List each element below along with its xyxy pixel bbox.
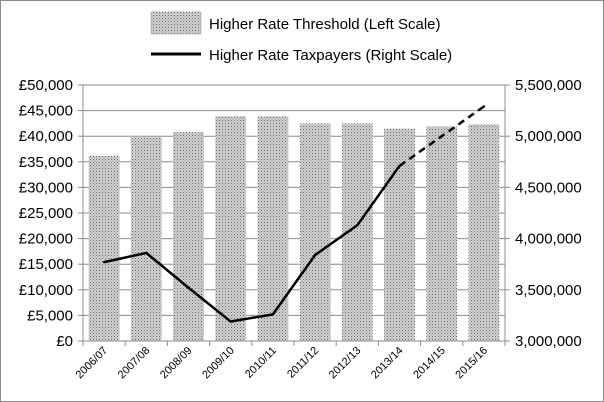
legend-swatch-bar [150, 11, 202, 35]
x-tick-label: 2015/16 [453, 345, 490, 382]
left-tick-label: £20,000 [19, 231, 73, 248]
legend: Higher Rate Threshold (Left Scale) Highe… [150, 11, 452, 64]
left-tick-label: £50,000 [19, 77, 73, 94]
threshold-bar [173, 132, 204, 341]
threshold-bar [426, 126, 458, 341]
right-tick-label: 5,000,000 [515, 128, 582, 145]
x-tick-label: 2007/08 [116, 345, 153, 382]
threshold-bar [215, 116, 247, 342]
right-tick-label: 5,500,000 [515, 77, 582, 94]
left-tick-label: £10,000 [19, 282, 73, 299]
threshold-bar [468, 124, 500, 341]
x-tick-label: 2012/13 [327, 345, 364, 382]
taxpayers-point [229, 320, 232, 323]
taxpayers-point [102, 260, 106, 264]
x-tick-label: 2009/10 [200, 345, 237, 382]
left-tick-label: £30,000 [19, 179, 73, 196]
right-tick-label: 3,500,000 [515, 282, 582, 299]
right-tick-label: 4,500,000 [515, 179, 582, 196]
right-tick-label: 4,000,000 [515, 231, 582, 248]
taxpayers-point [398, 164, 401, 168]
left-tick-label: £5,000 [27, 307, 73, 324]
taxpayers-point [271, 313, 275, 316]
threshold-bar [130, 137, 162, 341]
right-tick-label: 3,000,000 [515, 333, 582, 350]
x-tick-label: 2006/07 [74, 345, 111, 382]
x-tick-label: 2008/09 [158, 345, 195, 382]
left-axis-ticks: £0 £5,000 £10,000 £15,000 £20,000 £25,000 £30,… [19, 77, 83, 350]
left-tick-label: £40,000 [19, 128, 73, 145]
x-tick-label: 2011/12 [285, 345, 321, 381]
threshold-bar [299, 123, 331, 342]
legend-item-taxpayers: Higher Rate Taxpayers (Right Scale) [151, 47, 452, 64]
taxpayers-line-solid [103, 165, 401, 323]
taxpayers-point [482, 105, 486, 108]
x-tick-label: 2013/14 [369, 345, 406, 382]
threshold-bar [88, 155, 120, 341]
threshold-bar [257, 116, 289, 342]
bars [88, 116, 500, 342]
left-tick-label: £45,000 [19, 103, 73, 120]
left-tick-label: £25,000 [19, 205, 73, 222]
taxpayers-point [440, 135, 443, 138]
right-axis-ticks: 3,000,000 3,500,000 4,000,000 4,500,000 5,00… [505, 77, 582, 350]
taxpayers-point [356, 224, 359, 227]
taxpayers-point [313, 253, 317, 257]
legend-label-taxpayers: Higher Rate Taxpayers (Right Scale) [209, 47, 452, 64]
taxpayers-point [145, 251, 148, 255]
left-tick-label: £15,000 [19, 256, 73, 273]
legend-item-threshold: Higher Rate Threshold (Left Scale) [150, 11, 441, 35]
x-tick-label: 2010/11 [243, 345, 279, 381]
left-tick-label: £0 [56, 333, 73, 350]
taxpayers-point [187, 286, 190, 289]
x-axis-ticks: 2006/07 2007/08 2008/09 2009/10 2010/11 2011/… [74, 345, 490, 382]
x-tick-label: 2014/15 [411, 345, 448, 382]
legend-label-threshold: Higher Rate Threshold (Left Scale) [209, 16, 441, 33]
taxpayers-line [102, 105, 486, 323]
threshold-bar [384, 128, 415, 341]
left-tick-label: £35,000 [19, 154, 73, 171]
